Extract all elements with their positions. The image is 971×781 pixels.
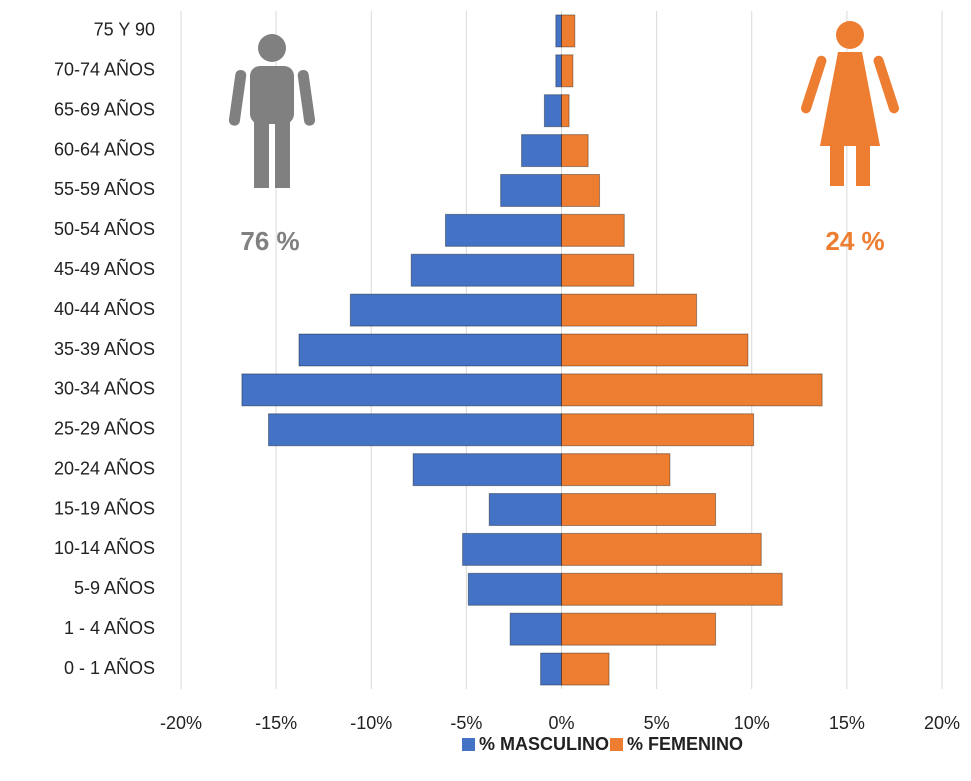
bar (561, 14, 576, 48)
bar (444, 213, 563, 247)
y-tick-label: 20-24 AÑOS (54, 457, 155, 478)
bar (561, 54, 574, 88)
bar (561, 213, 625, 247)
bar (555, 14, 562, 48)
x-tick-label: -20% (160, 713, 202, 733)
bar (241, 373, 562, 407)
annotation: 76 % (240, 226, 299, 256)
annotation: 24 % (825, 226, 884, 256)
x-tick-label: -10% (350, 713, 392, 733)
bar (543, 94, 563, 128)
bar (500, 173, 562, 207)
x-tick-label: 20% (924, 713, 960, 733)
bar (561, 413, 755, 447)
bar (412, 453, 563, 487)
male-icon (228, 34, 316, 188)
bar (467, 572, 562, 606)
legend-label: % MASCULINO (479, 734, 609, 754)
y-tick-label: 65-69 AÑOS (54, 98, 155, 119)
legend-label: % FEMENINO (627, 734, 743, 754)
bar (521, 134, 562, 168)
bar (561, 333, 749, 367)
bar (349, 293, 563, 327)
bar (561, 373, 823, 407)
legend-swatch (610, 738, 623, 751)
plot: -20% -15% -10% -5% 0% 5% 10% 15% 20% 75 Y 90 70-74… (54, 11, 960, 754)
bar (561, 652, 610, 686)
y-tick-label: 40-44 AÑOS (54, 298, 155, 319)
y-tick-label: 30-34 AÑOS (54, 378, 155, 399)
y-tick-label: 55-59 AÑOS (54, 178, 155, 199)
bar (561, 173, 601, 207)
x-tick-label: -5% (450, 713, 482, 733)
y-tick-label: 35-39 AÑOS (54, 338, 155, 359)
x-tick-label: 0% (548, 713, 574, 733)
y-tick-label: 1 - 4 AÑOS (64, 617, 155, 638)
bar (488, 493, 562, 527)
bar (540, 652, 563, 686)
y-tick-label: 0 - 1 AÑOS (64, 657, 155, 678)
bar (462, 532, 563, 566)
y-tick-label: 75 Y 90 (94, 20, 155, 40)
y-tick-label: 10-14 AÑOS (54, 537, 155, 558)
y-tick-label: 50-54 AÑOS (54, 218, 155, 239)
bar (298, 333, 562, 367)
x-tick-label: 15% (829, 713, 865, 733)
bar (561, 134, 589, 168)
female-icon (801, 21, 899, 186)
bar (555, 54, 562, 88)
y-tick-label: 70-74 AÑOS (54, 59, 155, 80)
bar (410, 253, 563, 287)
y-tick-label: 15-19 AÑOS (54, 497, 155, 518)
bar (561, 493, 717, 527)
bar (561, 532, 762, 566)
bar (561, 572, 783, 606)
y-tick-label: 25-29 AÑOS (54, 418, 155, 439)
bar (561, 612, 717, 646)
y-tick-label: 45-49 AÑOS (54, 258, 155, 279)
bar (561, 293, 698, 327)
x-tick-label: -15% (255, 713, 297, 733)
y-tick-label: 60-64 AÑOS (54, 138, 155, 159)
legend-swatch (462, 738, 475, 751)
bar (268, 413, 562, 447)
bar (561, 453, 671, 487)
bar (561, 253, 635, 287)
x-tick-label: 5% (644, 713, 670, 733)
x-tick-label: 10% (734, 713, 770, 733)
y-tick-label: 5-9 AÑOS (74, 577, 155, 598)
bar (509, 612, 563, 646)
bar (561, 94, 570, 128)
